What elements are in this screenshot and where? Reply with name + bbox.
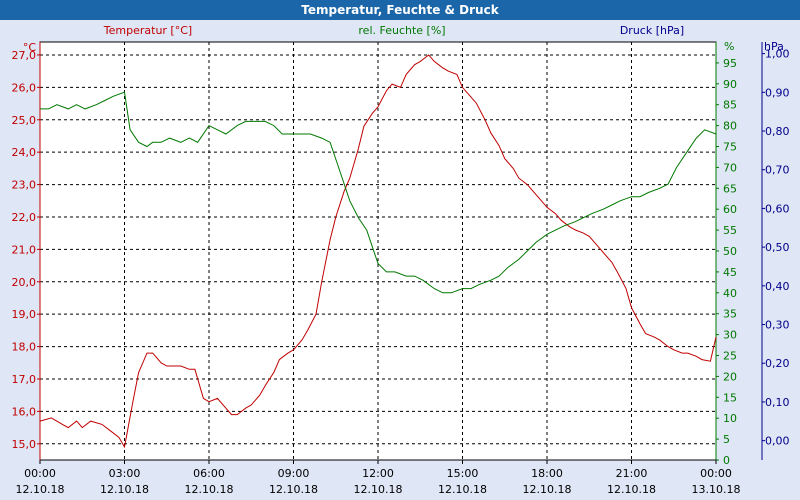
left-axis-tick-label: 23,0 [12, 179, 37, 192]
mid-axis-tick-label: 65 [723, 182, 737, 195]
left-axis-tick-label: 15,0 [12, 438, 37, 451]
mid-axis-tick-label: 50 [723, 245, 737, 258]
series-layer [39, 54, 717, 449]
axes [37, 42, 765, 464]
left-axis-tick-label: 20,0 [12, 276, 37, 289]
mid-axis-tick-label: 60 [723, 203, 737, 216]
left-axis-tick-label: 27,0 [12, 49, 37, 62]
right-axis-tick-label: 0,00 [765, 435, 790, 448]
mid-axis-tick-label: 10 [723, 412, 737, 425]
x-axis-time-label: 06:00 [193, 467, 225, 480]
x-axis-time-label: 00:00 [24, 467, 56, 480]
left-axis-tick-label: 17,0 [12, 373, 37, 386]
left-axis-tick-label: 18,0 [12, 341, 37, 354]
right-axis-tick-label: 0,20 [765, 357, 790, 370]
left-axis-tick-label: 26,0 [12, 81, 37, 94]
right-axis-tick-label: 0,50 [765, 241, 790, 254]
mid-axis-tick-label: 35 [723, 308, 737, 321]
x-axis-date-label: 12.10.18 [354, 483, 403, 496]
mid-axis-tick-label: 80 [723, 120, 737, 133]
x-axis-date-label: 12.10.18 [185, 483, 234, 496]
x-axis-time-label: 15:00 [447, 467, 479, 480]
x-axis-time-label: 00:00 [700, 467, 732, 480]
x-axis-date-label: 13.10.18 [692, 483, 741, 496]
left-axis-tick-label: 21,0 [12, 243, 37, 256]
left-axis-unit: °C [23, 41, 37, 54]
tick-labels: 15,0 16,0 17,0 18,0 19,0 20,0 21,0 22,0 23,0 24,0… [12, 48, 790, 496]
grid-lines [40, 42, 716, 460]
right-axis-tick-label: 0,30 [765, 319, 790, 332]
mid-axis-tick-label: 90 [723, 78, 737, 91]
x-axis-date-label: 12.10.18 [100, 483, 149, 496]
right-axis-unit: hPa [764, 40, 784, 53]
x-axis-time-label: 09:00 [278, 467, 310, 480]
x-axis-time-label: 18:00 [531, 467, 563, 480]
chart-title: Temperatur, Feuchte & Druck [0, 0, 800, 20]
left-axis-tick-label: 25,0 [12, 114, 37, 127]
x-axis-date-label: 12.10.18 [607, 483, 656, 496]
left-axis-label: Temperatur [°C] [103, 24, 192, 37]
right-axis-tick-label: 0,40 [765, 280, 790, 293]
mid-axis-tick-label: 75 [723, 141, 737, 154]
mid-axis-label: rel. Feuchte [%] [358, 24, 445, 37]
mid-axis-tick-label: 55 [723, 224, 737, 237]
mid-axis-tick-label: 25 [723, 350, 737, 363]
mid-axis-tick-label: 5 [723, 433, 730, 446]
mid-axis-tick-label: 30 [723, 329, 737, 342]
x-axis-date-label: 12.10.18 [16, 483, 65, 496]
x-axis-date-label: 12.10.18 [269, 483, 318, 496]
x-axis-time-label: 21:00 [616, 467, 648, 480]
x-axis-time-label: 03:00 [109, 467, 141, 480]
left-axis-tick-label: 24,0 [12, 146, 37, 159]
x-axis-time-label: 12:00 [362, 467, 394, 480]
humidity-series-line [40, 91, 717, 294]
mid-axis-tick-label: 95 [723, 57, 737, 70]
mid-axis-tick-label: 70 [723, 161, 737, 174]
x-axis-date-label: 12.10.18 [523, 483, 572, 496]
right-axis-tick-label: 1,00 [765, 48, 790, 61]
temperature-series-line [39, 54, 717, 449]
left-axis-tick-label: 16,0 [12, 405, 37, 418]
x-axis-date-label: 12.10.18 [438, 483, 487, 496]
left-axis-tick-label: 22,0 [12, 211, 37, 224]
right-axis-tick-label: 0,80 [765, 125, 790, 138]
right-axis-tick-label: 0,90 [765, 86, 790, 99]
chart-area: 15,0 16,0 17,0 18,0 19,0 20,0 21,0 22,0 23,0 24,0… [12, 24, 790, 496]
mid-axis-tick-label: 40 [723, 287, 737, 300]
right-axis-tick-label: 0,10 [765, 396, 790, 409]
right-axis-tick-label: 0,70 [765, 164, 790, 177]
mid-axis-tick-label: 0 [723, 454, 730, 467]
right-axis-label: Druck [hPa] [620, 24, 684, 37]
mid-axis-tick-label: 45 [723, 266, 737, 279]
mid-axis-unit: % [724, 40, 734, 53]
right-axis-tick-label: 0,60 [765, 202, 790, 215]
mid-axis-tick-label: 20 [723, 370, 737, 383]
left-axis-tick-label: 19,0 [12, 308, 37, 321]
mid-axis-tick-label: 15 [723, 391, 737, 404]
mid-axis-tick-label: 85 [723, 99, 737, 112]
